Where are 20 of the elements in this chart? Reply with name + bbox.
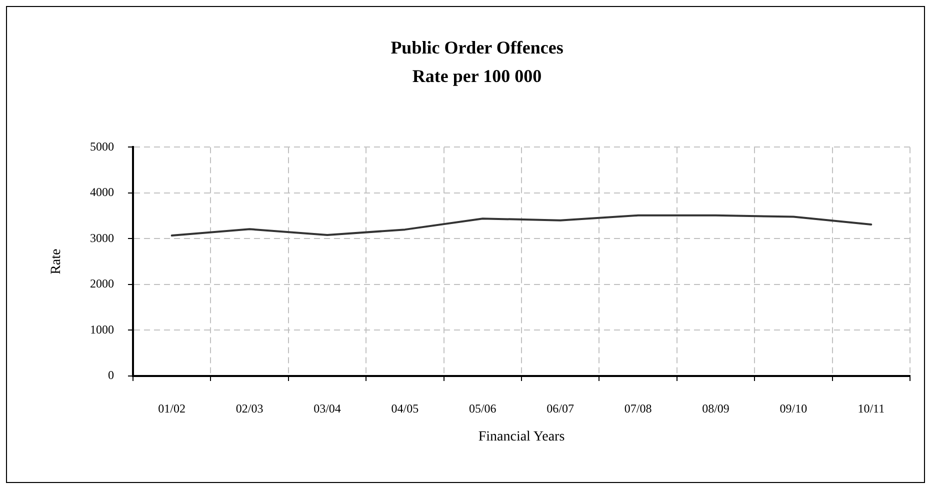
y-tick-label: 2000 xyxy=(90,276,114,291)
x-tick-label: 10/11 xyxy=(858,401,885,416)
x-tick-label: 03/04 xyxy=(314,401,341,416)
x-tick-label: 05/06 xyxy=(468,401,496,416)
y-tick-label: 1000 xyxy=(90,322,114,336)
x-tick-label: 01/02 xyxy=(158,401,186,416)
y-tick-label: 5000 xyxy=(90,139,114,154)
x-tick-label: 06/07 xyxy=(546,401,574,416)
chart-title: Public Order Offences xyxy=(390,37,564,58)
y-tick-label: 4000 xyxy=(90,185,114,200)
x-tick-label: 09/10 xyxy=(780,401,808,416)
x-tick-label: 08/09 xyxy=(702,401,730,416)
x-tick-label: 02/03 xyxy=(236,401,264,416)
x-axis-title: Financial Years xyxy=(478,429,565,444)
y-axis-title: Rate xyxy=(49,248,64,274)
x-tick-label: 04/05 xyxy=(391,401,419,416)
y-tick-label: 0 xyxy=(108,368,114,382)
x-tick-label: 07/08 xyxy=(624,401,652,416)
y-tick-label: 3000 xyxy=(90,230,114,245)
chart-subtitle: Rate per 100 000 xyxy=(412,66,542,86)
